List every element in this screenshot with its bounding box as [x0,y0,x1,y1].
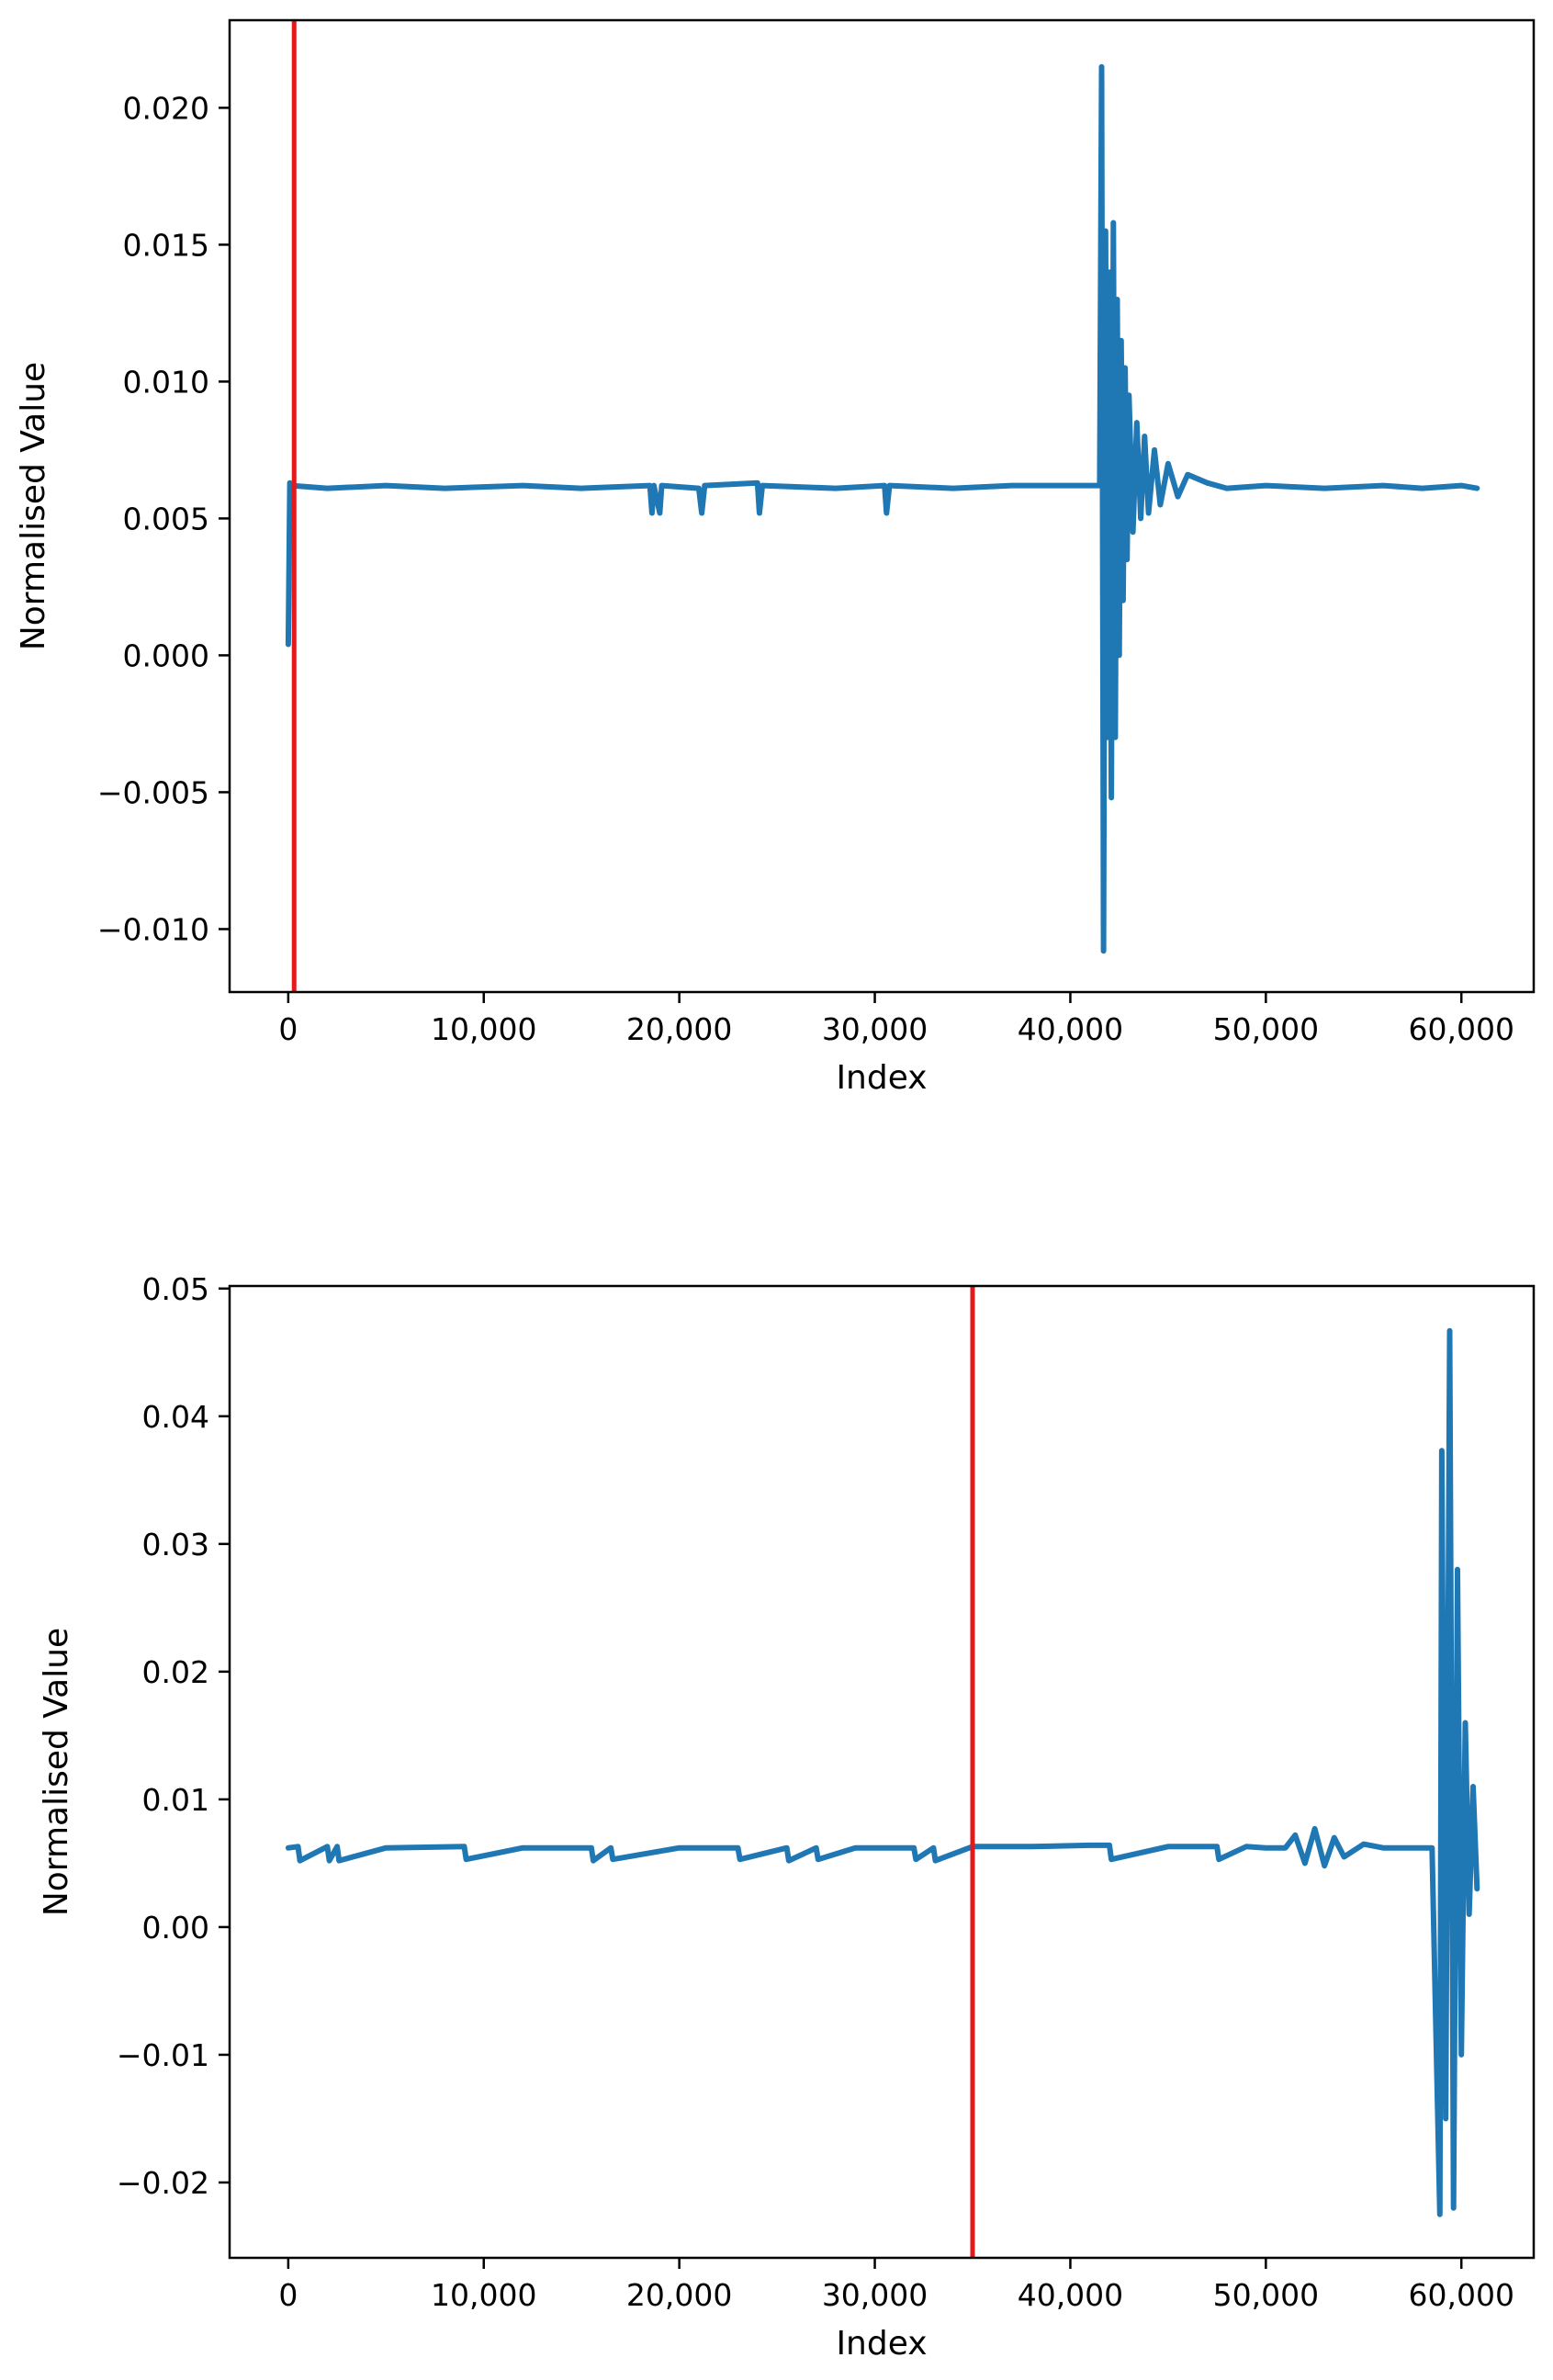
x-tick-label: 10,000 [431,2277,536,2313]
y-tick-label: 0.005 [123,501,209,536]
y-tick-label: 0.01 [142,1782,209,1818]
y-tick-label: 0.020 [123,90,209,126]
axes-frame [228,1284,1536,2260]
y-tick-label: 0.02 [142,1654,209,1690]
y-tick-label: −0.02 [117,2165,209,2201]
x-tick-label: 30,000 [822,1011,928,1047]
x-axis-label: Index [836,2325,927,2363]
y-axis-label: Normalised Value [15,362,52,650]
y-axis-label: Normalised Value [38,1628,75,1916]
y-tick-label: 0.010 [123,364,209,400]
x-tick-label: 20,000 [626,1011,732,1047]
y-tick-label: −0.01 [117,2037,209,2073]
x-axis-label: Index [836,1059,927,1097]
y-tick-label: −0.005 [97,774,209,810]
axes-frame [228,18,1536,994]
chart-bottom: 0 10,000 20,000 30,000 40,000 50,000 60,000 −0.… [38,1271,1536,2363]
y-tick-label: −0.010 [97,911,209,947]
x-tick-label: 0 [278,1011,298,1047]
x-tick-label: 40,000 [1018,1011,1123,1047]
x-tick-label: 60,000 [1408,2277,1514,2313]
x-tick-label: 30,000 [822,2277,928,2313]
x-tick-label: 60,000 [1408,1011,1514,1047]
y-tick-label: 0.000 [123,637,209,673]
x-tick-label: 0 [278,2277,298,2313]
series-line-0 [285,63,1480,954]
x-tick-label: 40,000 [1018,2277,1123,2313]
y-tick-label: 0.015 [123,227,209,263]
y-tick-label: 0.04 [142,1399,209,1435]
y-tick-label: 0.03 [142,1527,209,1562]
x-tick-label: 10,000 [431,1011,536,1047]
x-tick-label: 50,000 [1213,2277,1319,2313]
x-tick-label: 20,000 [626,2277,732,2313]
chart-top: 0 10,000 20,000 30,000 40,000 50,000 60,000 −0.… [15,18,1536,1097]
y-tick-label: 0.00 [142,1910,209,1946]
y-tick-label: 0.05 [142,1271,209,1307]
series-line-0 [285,1327,1480,2217]
x-tick-label: 50,000 [1213,1011,1319,1047]
